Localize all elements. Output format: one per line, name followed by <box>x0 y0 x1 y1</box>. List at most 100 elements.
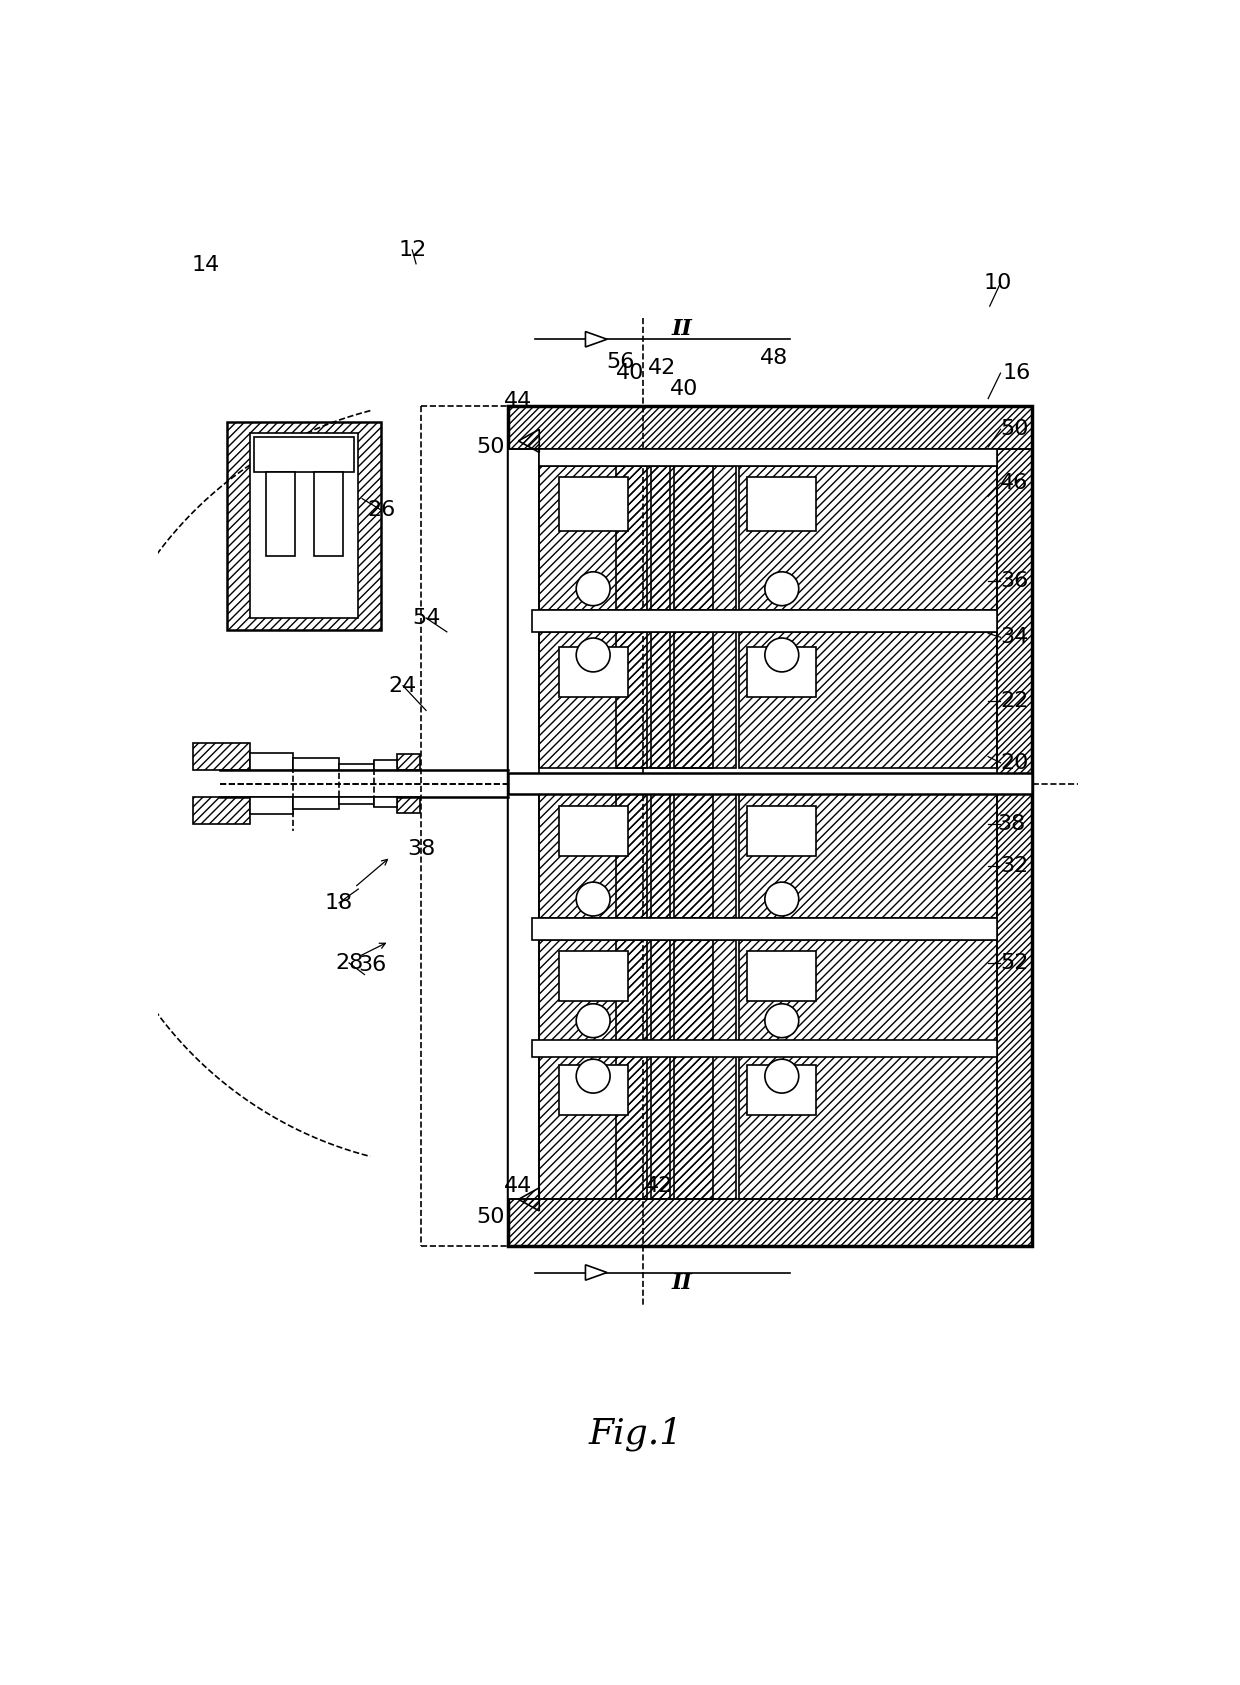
Bar <box>748 477 816 531</box>
Bar <box>739 940 997 1200</box>
Text: 42: 42 <box>649 357 677 377</box>
Bar <box>739 794 997 918</box>
Text: 50: 50 <box>1001 420 1029 440</box>
Circle shape <box>577 639 610 672</box>
Bar <box>508 406 1032 1245</box>
Polygon shape <box>585 1265 608 1281</box>
Bar <box>508 406 1032 448</box>
Text: 26: 26 <box>367 500 396 521</box>
Bar <box>651 794 713 918</box>
Bar <box>739 632 997 768</box>
Text: 56: 56 <box>606 352 635 372</box>
Text: 42: 42 <box>645 1176 673 1196</box>
Bar <box>558 805 627 856</box>
Circle shape <box>765 1060 799 1094</box>
Text: II: II <box>671 1272 692 1294</box>
Text: 54: 54 <box>412 608 440 629</box>
Bar <box>997 448 1032 1200</box>
Bar <box>616 465 670 610</box>
Text: 22: 22 <box>1001 691 1028 711</box>
Bar <box>748 1065 816 1115</box>
Bar <box>675 794 735 918</box>
Bar <box>250 433 358 618</box>
Circle shape <box>765 571 799 605</box>
Polygon shape <box>585 332 608 347</box>
Bar <box>508 448 539 1200</box>
Text: Fig.1: Fig.1 <box>588 1417 683 1451</box>
Bar <box>293 758 339 770</box>
Bar <box>651 940 713 1200</box>
Circle shape <box>577 1004 610 1038</box>
Circle shape <box>577 1060 610 1094</box>
Text: 40: 40 <box>616 364 645 382</box>
Circle shape <box>765 883 799 917</box>
Bar <box>508 1200 1032 1245</box>
Bar <box>539 448 997 465</box>
Bar <box>616 940 670 1200</box>
Bar <box>373 760 397 770</box>
Bar <box>532 610 997 632</box>
Text: 12: 12 <box>398 239 427 259</box>
Bar <box>748 952 816 1001</box>
Bar <box>373 797 397 807</box>
Text: 52: 52 <box>1001 954 1028 972</box>
Bar <box>539 940 647 1200</box>
Text: 40: 40 <box>670 379 698 399</box>
Bar <box>558 477 627 531</box>
Text: 32: 32 <box>1001 856 1028 876</box>
Text: 10: 10 <box>983 273 1012 293</box>
Bar <box>748 647 816 698</box>
Bar <box>539 632 647 768</box>
Bar <box>675 940 735 1200</box>
Text: 16: 16 <box>1002 364 1030 382</box>
Circle shape <box>765 639 799 672</box>
Circle shape <box>765 1004 799 1038</box>
Text: 50: 50 <box>476 1206 505 1227</box>
Bar <box>616 794 670 918</box>
Bar <box>250 797 293 814</box>
Text: 24: 24 <box>389 676 417 696</box>
Bar <box>558 647 627 698</box>
Text: 36: 36 <box>1001 571 1028 591</box>
Bar <box>192 743 250 770</box>
Text: 28: 28 <box>335 954 363 972</box>
Bar <box>397 755 420 770</box>
Text: 36: 36 <box>358 954 387 974</box>
Bar <box>192 797 250 824</box>
Text: 38: 38 <box>997 814 1025 834</box>
Bar <box>508 773 1032 794</box>
Text: 44: 44 <box>505 391 533 411</box>
Bar <box>339 797 373 804</box>
Bar <box>558 952 627 1001</box>
Bar <box>558 1065 627 1115</box>
Bar <box>748 805 816 856</box>
Bar <box>539 794 647 918</box>
Bar <box>675 465 735 610</box>
Bar <box>675 632 735 768</box>
Bar <box>532 918 997 940</box>
Text: 18: 18 <box>325 893 353 913</box>
Text: 50: 50 <box>476 436 505 457</box>
Text: II: II <box>671 318 692 340</box>
Bar <box>265 472 295 556</box>
Bar <box>227 421 382 630</box>
Text: 20: 20 <box>1001 753 1028 773</box>
Text: 48: 48 <box>760 347 789 367</box>
Bar <box>339 763 373 770</box>
Text: 44: 44 <box>505 1176 533 1196</box>
Bar <box>293 797 339 809</box>
Bar <box>651 632 713 768</box>
Bar <box>254 436 355 472</box>
Bar <box>651 465 713 610</box>
Bar <box>250 753 293 770</box>
Bar <box>532 1040 997 1056</box>
Bar <box>314 472 343 556</box>
Text: 38: 38 <box>407 839 435 859</box>
Circle shape <box>577 883 610 917</box>
Text: 46: 46 <box>1001 473 1028 494</box>
Circle shape <box>577 571 610 605</box>
Bar <box>739 465 997 610</box>
Bar <box>539 465 647 610</box>
Bar <box>397 797 420 812</box>
Bar <box>616 632 670 768</box>
